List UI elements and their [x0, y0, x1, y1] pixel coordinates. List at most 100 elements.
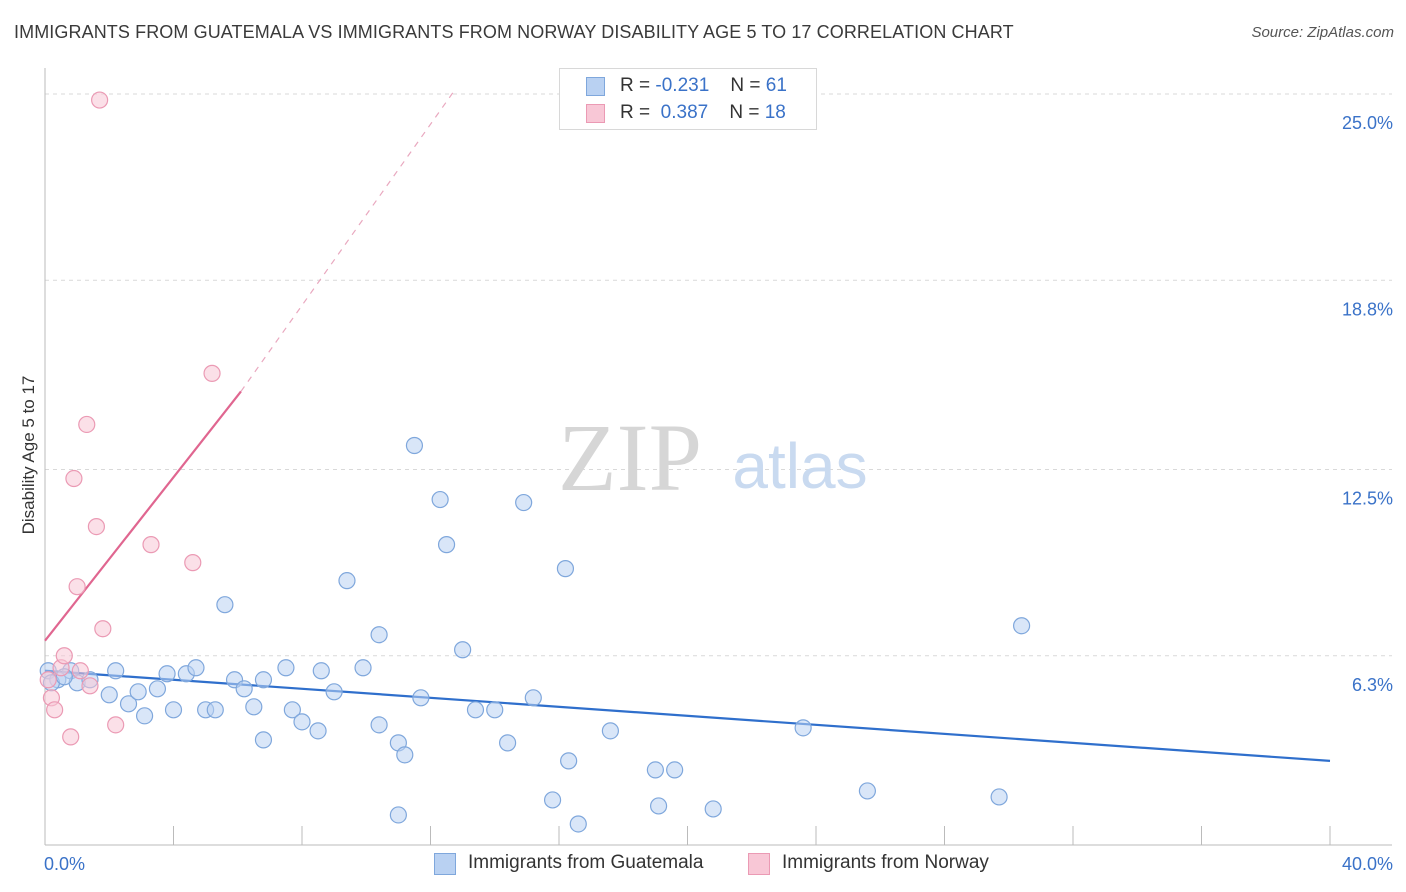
point-norway — [55, 647, 73, 665]
point-norway — [39, 671, 57, 689]
point-guatemala — [216, 596, 234, 614]
watermark-atlas: atlas — [732, 430, 867, 502]
point-guatemala — [325, 683, 343, 701]
watermark-zip: ZIP — [558, 404, 702, 511]
point-guatemala — [437, 536, 456, 554]
point-guatemala — [543, 791, 562, 809]
y-axis-label: Disability Age 5 to 17 — [19, 376, 38, 535]
legend-r-value-guatemala: -0.231 — [655, 75, 710, 96]
point-guatemala — [431, 490, 449, 509]
point-guatemala — [187, 659, 205, 677]
point-guatemala — [569, 815, 587, 833]
point-guatemala — [396, 746, 414, 764]
point-guatemala — [254, 671, 273, 689]
point-guatemala — [107, 662, 125, 680]
point-norway — [65, 469, 83, 488]
point-guatemala — [148, 680, 167, 698]
chart-title: IMMIGRANTS FROM GUATEMALA VS IMMIGRANTS … — [14, 22, 1014, 42]
point-norway — [78, 415, 96, 434]
legend-n-value-guatemala: 61 — [765, 75, 787, 96]
legend-swatch-guatemala — [586, 77, 605, 96]
point-norway — [87, 517, 106, 536]
point-layer — [39, 91, 1031, 833]
point-guatemala — [704, 800, 722, 818]
point-guatemala — [206, 701, 224, 719]
point-guatemala — [412, 689, 430, 707]
point-guatemala — [354, 659, 372, 677]
point-guatemala — [1012, 617, 1031, 635]
point-guatemala — [990, 788, 1008, 806]
point-guatemala — [556, 560, 575, 578]
legend-r-label: R = — [620, 75, 651, 96]
legend-n-label: N = — [729, 102, 760, 123]
point-guatemala — [254, 731, 273, 749]
point-guatemala — [649, 797, 668, 815]
point-norway — [71, 662, 89, 680]
point-guatemala — [100, 686, 118, 704]
bottom-legend-swatch-norway — [748, 853, 770, 875]
point-norway — [184, 554, 202, 572]
point-guatemala — [794, 719, 812, 737]
point-guatemala — [646, 761, 664, 779]
point-guatemala — [515, 493, 533, 512]
point-norway — [91, 91, 109, 109]
point-guatemala — [338, 572, 356, 590]
point-guatemala — [164, 701, 183, 719]
watermark: ZIP atlas — [558, 404, 868, 511]
point-norway — [68, 578, 86, 596]
source-label: Source: ZipAtlas.com — [1251, 24, 1394, 41]
point-guatemala — [312, 662, 330, 680]
point-norway — [107, 716, 125, 734]
point-guatemala — [370, 716, 388, 734]
point-guatemala — [858, 782, 877, 800]
point-guatemala — [119, 695, 138, 713]
point-norway — [46, 701, 64, 719]
bottom-legend-label-norway: Immigrants from Norway — [782, 852, 989, 873]
point-guatemala — [466, 701, 485, 719]
point-guatemala — [601, 722, 620, 740]
point-guatemala — [560, 752, 578, 770]
trend-line-norway — [44, 390, 242, 642]
point-guatemala — [245, 698, 263, 716]
point-guatemala — [389, 806, 407, 824]
point-guatemala — [524, 689, 542, 707]
point-guatemala — [309, 722, 327, 740]
point-norway — [62, 728, 80, 746]
legend-r-label: R = — [620, 102, 651, 123]
legend-n-value-norway: 18 — [764, 102, 786, 123]
grid-layer — [45, 93, 1392, 657]
point-guatemala — [666, 761, 684, 779]
point-guatemala — [486, 701, 504, 719]
point-guatemala — [277, 659, 295, 677]
point-guatemala — [129, 683, 147, 701]
point-norway — [203, 364, 221, 382]
point-guatemala — [454, 641, 472, 659]
label-layer: 6.3% 12.5% 18.8% 25.0% 0.0% 40.0% — [44, 113, 1393, 874]
x-tick-label-min: 0.0% — [44, 854, 85, 874]
legend-n-label: N = — [730, 75, 761, 96]
point-guatemala — [135, 707, 154, 725]
point-guatemala — [158, 665, 176, 683]
point-norway — [142, 536, 160, 554]
x-tick-label-max: 40.0% — [1342, 854, 1393, 874]
y-tick-label: 12.5% — [1342, 489, 1393, 509]
correlation-legend: R = -0.231 N = 61 R = 0.387 N = 18 — [559, 68, 817, 130]
trend-line-norway-extension — [240, 87, 457, 392]
legend-r-value-norway: 0.387 — [660, 102, 709, 123]
legend-swatch-norway — [586, 104, 605, 123]
point-guatemala — [499, 734, 517, 752]
bottom-legend-label-guatemala: Immigrants from Guatemala — [468, 852, 704, 873]
bottom-legend-swatch-guatemala — [434, 853, 456, 875]
point-guatemala — [405, 436, 424, 455]
y-tick-label: 25.0% — [1342, 113, 1393, 133]
y-tick-label: 18.8% — [1342, 299, 1393, 319]
point-norway — [94, 620, 112, 638]
y-tick-label: 6.3% — [1352, 675, 1393, 695]
point-guatemala — [293, 713, 311, 731]
point-guatemala — [235, 680, 253, 698]
point-guatemala — [370, 626, 388, 644]
axis-layer — [44, 68, 1392, 846]
point-norway — [81, 677, 99, 695]
point-guatemala — [283, 701, 301, 719]
